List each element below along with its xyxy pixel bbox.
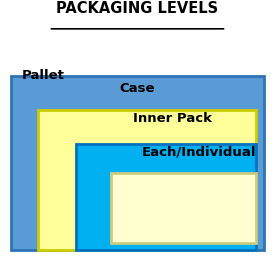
Text: Pallet: Pallet	[22, 69, 65, 82]
Text: PACKAGING LEVELS: PACKAGING LEVELS	[56, 1, 219, 16]
FancyBboxPatch shape	[76, 143, 256, 250]
FancyBboxPatch shape	[111, 173, 256, 243]
FancyBboxPatch shape	[38, 110, 256, 250]
Text: Each/Individual: Each/Individual	[142, 146, 257, 159]
Text: Inner Pack: Inner Pack	[133, 112, 212, 125]
Text: Case: Case	[120, 82, 155, 95]
FancyBboxPatch shape	[11, 76, 264, 250]
